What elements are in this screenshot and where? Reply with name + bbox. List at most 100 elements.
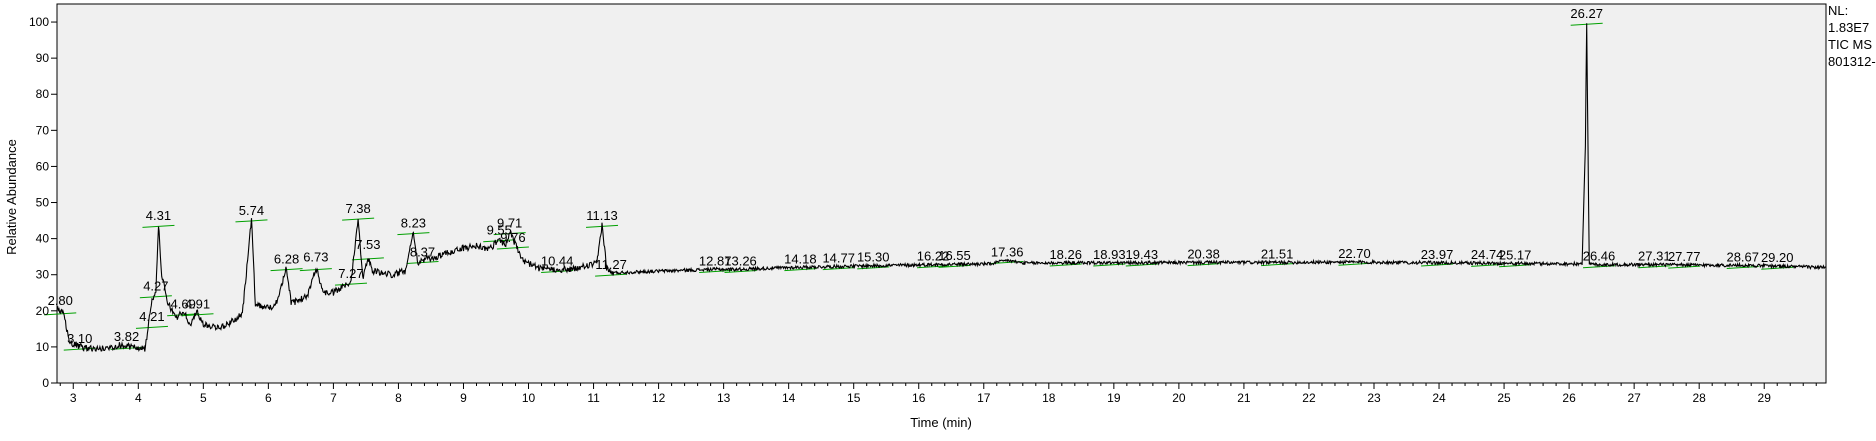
peak-label-layer: 2.80 3.10 3.824.21 4.27 4.31 4.694.91 5.74 6.28… (48, 6, 1794, 346)
peak-label: 3.10 (67, 331, 92, 346)
peak-label: 4.31 (146, 208, 171, 223)
x-tick-label: 16 (912, 391, 926, 405)
integration-baseline (1187, 263, 1220, 267)
peak-label: 6.73 (303, 250, 328, 265)
x-tick-label: 28 (1692, 391, 1706, 405)
peak-label: 4.21 (139, 309, 164, 324)
peak-label: 23.97 (1421, 247, 1454, 262)
peak-label: 5.74 (239, 203, 264, 218)
x-tick-label: 9 (460, 391, 467, 405)
plot-area (56, 3, 1827, 384)
x-tick-label: 25 (1497, 391, 1511, 405)
peak-label: 7.53 (355, 237, 380, 252)
peak-label: 8.37 (410, 244, 435, 259)
y-tick-label: 50 (36, 196, 50, 210)
peak-label: 4.69 (171, 297, 196, 312)
x-tick-label: 18 (1042, 391, 1056, 405)
peak-label: 18.93 (1093, 247, 1126, 262)
integration-baseline (938, 264, 971, 268)
integration-baseline (699, 269, 732, 273)
integration-baseline (483, 239, 516, 243)
peak-label: 6.28 (274, 251, 299, 266)
x-tick-label: 19 (1107, 391, 1121, 405)
x-axis-title: Time (min) (910, 415, 972, 430)
peak-label: 4.91 (185, 297, 210, 312)
x-tick-label: 14 (782, 391, 796, 405)
integration-baseline (784, 268, 817, 272)
peak-label: 16.55 (938, 248, 971, 263)
x-tick-label: 6 (265, 391, 272, 405)
peak-label: 21.51 (1261, 246, 1294, 261)
peak-label: 16.22 (917, 249, 950, 264)
integration-baseline (334, 282, 367, 286)
x-tick-label: 23 (1367, 391, 1381, 405)
integration-baseline (1093, 263, 1126, 267)
integration-baseline (142, 224, 175, 228)
peak-label: 17.36 (991, 244, 1024, 259)
integration-baseline (595, 273, 628, 277)
x-tick-label: 17 (977, 391, 991, 405)
y-tick-label: 60 (36, 159, 50, 173)
peak-label: 12.87 (699, 253, 732, 268)
x-tick-label: 15 (847, 391, 861, 405)
y-tick-label: 100 (29, 15, 49, 29)
y-tick-label: 90 (36, 51, 50, 65)
peak-label: 18.26 (1049, 247, 1082, 262)
integration-baseline (167, 313, 200, 317)
nl-label: NL: (1828, 3, 1849, 18)
peak-label: 27.77 (1668, 249, 1701, 264)
peak-label: 8.23 (401, 215, 426, 230)
y-tick-label: 30 (36, 268, 50, 282)
integration-baseline (1125, 263, 1158, 267)
peak-label: 14.18 (784, 251, 817, 266)
x-tick-label: 21 (1237, 391, 1251, 405)
y-tick-label: 40 (36, 232, 50, 246)
peak-label: 14.77 (822, 250, 855, 265)
trace-type: TIC MS (1828, 37, 1873, 52)
trace-info: NL: 1.83E7 TIC MS 801312- (1828, 2, 1876, 70)
integration-baseline (181, 313, 214, 317)
peak-label: 15.30 (857, 250, 890, 265)
peak-label: 25.17 (1499, 248, 1532, 263)
peak-label: 26.46 (1583, 249, 1616, 264)
peak-label: 11.27 (595, 257, 627, 272)
peak-label: 13.26 (724, 253, 757, 268)
peak-label: 2.80 (48, 293, 73, 308)
integration-baseline (135, 325, 168, 329)
y-tick-label: 70 (36, 123, 50, 137)
integration-baseline (724, 269, 757, 273)
file-name: 801312- (1828, 54, 1876, 69)
peak-label: 27.31 (1638, 249, 1671, 264)
peak-label: 9.76 (500, 230, 525, 245)
x-tick-label: 8 (395, 391, 402, 405)
peak-label: 3.82 (114, 329, 139, 344)
integration-baseline (406, 260, 439, 264)
peak-label: 4.27 (143, 279, 168, 294)
peak-label: 10.44 (541, 253, 574, 268)
y-tick-label: 80 (36, 87, 50, 101)
y-tick-label: 0 (42, 376, 49, 390)
peak-label: 11.13 (586, 208, 618, 223)
integration-baseline (63, 347, 96, 351)
peak-label: 22.70 (1338, 246, 1371, 261)
x-tick-label: 13 (717, 391, 731, 405)
nl-value: 1.83E7 (1828, 20, 1870, 35)
y-tick-label: 10 (36, 340, 50, 354)
x-tick-label: 22 (1302, 391, 1316, 405)
peak-label: 29.20 (1761, 250, 1794, 265)
x-tick-label: 12 (652, 391, 666, 405)
peak-label: 7.38 (345, 201, 370, 216)
y-tick-label: 20 (36, 304, 50, 318)
x-tick-label: 4 (135, 391, 142, 405)
y-axis-title: Relative Abundance (4, 139, 19, 255)
x-tick-label: 27 (1627, 391, 1641, 405)
x-tick-label: 3 (70, 391, 77, 405)
x-tick-label: 11 (587, 391, 600, 405)
peak-label: 9.71 (497, 215, 522, 230)
trace-layer (56, 23, 1826, 353)
x-tick-label: 26 (1562, 391, 1576, 405)
peak-label: 19.43 (1126, 247, 1159, 262)
peak-label: 20.38 (1187, 246, 1220, 261)
